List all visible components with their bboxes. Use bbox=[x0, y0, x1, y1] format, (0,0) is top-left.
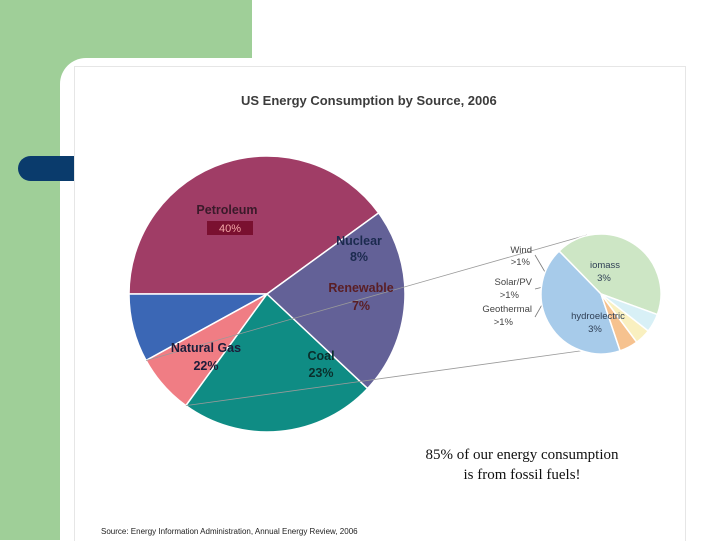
breakdown-wind-slice bbox=[600, 293, 659, 332]
label-pointer-1 bbox=[534, 254, 546, 273]
renewable-breakdown-pie bbox=[540, 233, 662, 355]
connector-line-1 bbox=[145, 234, 588, 361]
wind-value: >1% bbox=[511, 257, 531, 268]
petroleum-value-highlight bbox=[207, 221, 253, 235]
breakdown-hydroelectric-slice bbox=[540, 249, 622, 355]
geothermal-value: >1% bbox=[494, 317, 514, 328]
solar-value: >1% bbox=[500, 290, 520, 301]
coal-value: 23% bbox=[308, 366, 333, 380]
nuclear-value: 8% bbox=[350, 250, 368, 264]
fossil-fuel-note-line-2: is from fossil fuels! bbox=[463, 467, 580, 483]
hydroelectric-value: 3% bbox=[588, 324, 602, 335]
wind-label: Wind bbox=[510, 245, 532, 256]
connector-line-2 bbox=[185, 349, 588, 407]
coal-label: Coal bbox=[307, 349, 334, 363]
main-petroleum-slice bbox=[128, 155, 380, 295]
biomass-label: iomass bbox=[590, 260, 620, 271]
renewable-label: Renewable bbox=[328, 281, 393, 295]
petroleum-label: Petroleum bbox=[196, 203, 257, 217]
nuclear-label: Nuclear bbox=[336, 234, 382, 248]
breakdown-biomass-slice bbox=[558, 233, 662, 316]
renewable-value: 7% bbox=[352, 299, 370, 313]
chart-image-frame: US Energy Consumption by Source, 2006 Pe… bbox=[74, 66, 686, 541]
main-coal-slice bbox=[184, 292, 369, 433]
geothermal-label: Geothermal bbox=[482, 304, 532, 315]
natural-gas-label: Natural Gas bbox=[171, 341, 241, 355]
chart-title: US Energy Consumption by Source, 2006 bbox=[241, 93, 497, 108]
solar-label: Solar/PV bbox=[495, 277, 533, 288]
main-natural-gas-slice bbox=[265, 211, 406, 390]
navy-accent-bar bbox=[18, 156, 74, 181]
natural-gas-value: 22% bbox=[193, 359, 218, 373]
main-pie bbox=[128, 155, 406, 433]
header-white-panel bbox=[252, 0, 720, 62]
energy-pie-chart: US Energy Consumption by Source, 2006 Pe… bbox=[101, 93, 662, 536]
hydroelectric-label: hydroelectric bbox=[571, 311, 625, 322]
source-citation: Source: Energy Information Administratio… bbox=[101, 527, 358, 536]
fossil-fuel-note-line-1: 85% of our energy consumption bbox=[425, 447, 619, 463]
petroleum-value: 40% bbox=[219, 223, 241, 235]
biomass-value: 3% bbox=[597, 273, 611, 284]
